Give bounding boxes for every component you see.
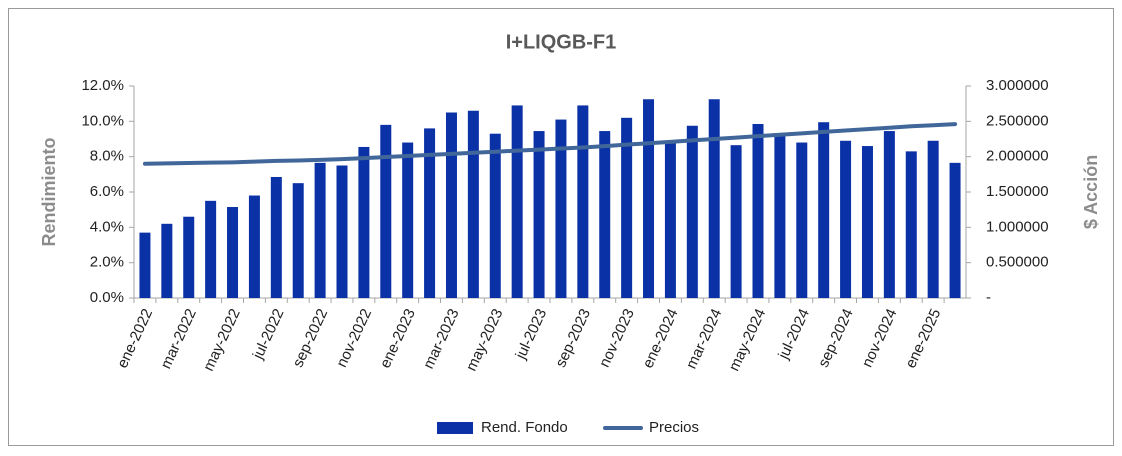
bar xyxy=(161,223,173,298)
line xyxy=(142,122,958,166)
bar xyxy=(336,165,348,298)
bar xyxy=(883,131,895,298)
bar xyxy=(533,131,545,298)
bar xyxy=(774,133,786,298)
bar xyxy=(818,122,830,298)
y2-tick-label: - xyxy=(986,289,991,306)
legend-label: Rend. Fondo xyxy=(481,419,568,436)
bar xyxy=(205,200,217,298)
y-tick-label: 4.0% xyxy=(90,218,124,235)
bar xyxy=(840,140,852,298)
bar xyxy=(730,145,742,298)
bar xyxy=(139,232,151,298)
y2-tick-label: 1.000000 xyxy=(986,218,1049,235)
bar xyxy=(292,183,304,298)
bar xyxy=(402,142,414,298)
bar xyxy=(949,162,961,298)
bar xyxy=(905,151,917,298)
y2-tick-label: 0.500000 xyxy=(986,254,1049,271)
bar xyxy=(708,99,720,298)
bar xyxy=(752,123,764,298)
y2-axis-label: $ Acción xyxy=(1081,155,1101,229)
legend-swatch xyxy=(437,422,473,434)
y-tick-label: 8.0% xyxy=(90,148,124,165)
y2-tick-label: 3.000000 xyxy=(986,77,1049,94)
bar xyxy=(270,176,282,298)
y-tick-label: 12.0% xyxy=(81,77,124,94)
y-tick-label: 10.0% xyxy=(81,112,124,129)
bar xyxy=(686,125,698,298)
bar xyxy=(183,216,195,298)
bar xyxy=(248,195,260,298)
bar xyxy=(467,110,479,298)
bar xyxy=(424,128,436,298)
bar xyxy=(599,131,611,298)
y-tick-label: 0.0% xyxy=(90,289,124,306)
y-tick-label: 2.0% xyxy=(90,254,124,271)
y-tick-label: 6.0% xyxy=(90,183,124,200)
y2-tick-label: 2.500000 xyxy=(986,112,1049,129)
chart-title: I+LIQGB-F1 xyxy=(506,31,617,53)
y-axis-label: Rendimiento xyxy=(39,137,59,246)
bar xyxy=(227,207,239,298)
bar xyxy=(314,162,326,298)
bar xyxy=(927,140,939,298)
bar xyxy=(577,105,589,298)
bar xyxy=(445,112,457,298)
bar xyxy=(380,124,392,298)
bar xyxy=(555,119,567,298)
y2-tick-label: 2.000000 xyxy=(986,148,1049,165)
bar xyxy=(358,146,370,298)
bar xyxy=(511,105,523,298)
legend-label: Precios xyxy=(649,419,699,436)
bar xyxy=(796,142,808,298)
y2-tick-label: 1.500000 xyxy=(986,183,1049,200)
bar xyxy=(643,99,655,298)
bar xyxy=(489,133,501,298)
bar xyxy=(621,117,633,298)
bar xyxy=(664,142,676,298)
bar xyxy=(861,146,873,298)
